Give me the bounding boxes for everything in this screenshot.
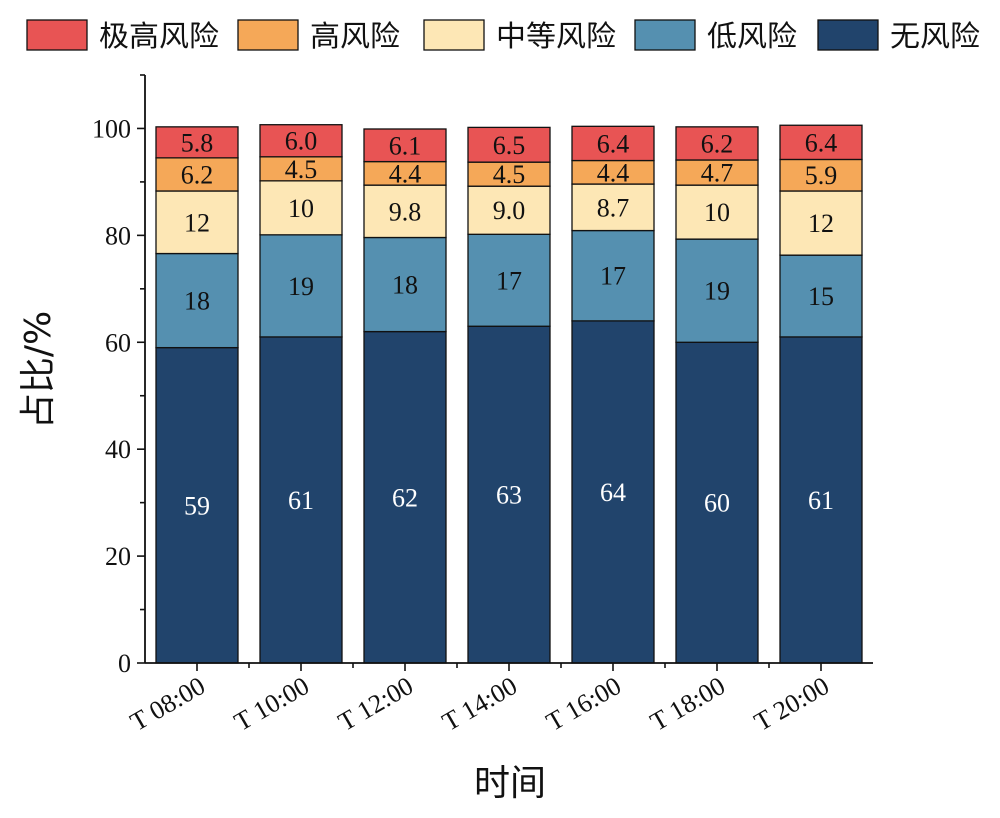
- data-label: 63: [496, 481, 522, 510]
- bar-segment: [467, 233, 551, 327]
- y-tick-label: 40: [105, 435, 131, 464]
- bar-segment: [779, 254, 863, 338]
- data-label: 6.0: [285, 127, 318, 156]
- data-label: 6.4: [805, 128, 838, 157]
- y-axis-title: 占比/%: [18, 311, 59, 429]
- data-label: 60: [704, 489, 730, 518]
- bar-segment: [155, 346, 239, 664]
- data-label: 9.8: [389, 197, 422, 226]
- data-label: 6.2: [181, 160, 214, 189]
- bar-segment: [467, 185, 551, 235]
- data-label: 4.5: [493, 160, 526, 189]
- data-label: 15: [808, 282, 834, 311]
- data-label: 64: [600, 478, 626, 507]
- data-label: 9.0: [493, 196, 526, 225]
- data-label: 4.4: [389, 159, 422, 188]
- data-label: 62: [392, 483, 418, 512]
- legend: 极高风险 高风险 中等风险 低风险 无风险: [26, 19, 980, 53]
- legend-swatch: [423, 19, 485, 51]
- bar-segment: [363, 128, 447, 163]
- x-axis-title: 时间: [474, 763, 546, 804]
- data-label: 61: [808, 486, 834, 515]
- data-label: 8.7: [597, 193, 630, 222]
- legend-swatch: [26, 19, 88, 51]
- legend-swatch: [237, 19, 299, 51]
- y-tick-label: 60: [105, 328, 131, 357]
- bar-segment: [155, 157, 239, 192]
- data-label: 5.9: [805, 161, 838, 190]
- bar-segment: [779, 124, 863, 161]
- x-tick-label: T 10:00: [229, 671, 314, 737]
- x-tick-label: T 20:00: [749, 671, 834, 737]
- bar-segment: [259, 156, 343, 182]
- bar-stack-group: 5918126.25.86119104.56.062189.84.46.1631…: [155, 124, 863, 664]
- data-label: 10: [288, 194, 314, 223]
- bar-segment: [155, 252, 239, 349]
- data-label: 17: [600, 262, 626, 291]
- y-tick-label: 0: [118, 649, 131, 678]
- data-label: 10: [704, 198, 730, 227]
- data-label: 19: [288, 272, 314, 301]
- bar-segment: [259, 234, 343, 338]
- bar-segment: [259, 124, 343, 158]
- bar-segment: [571, 320, 655, 664]
- bar-segment: [675, 126, 759, 161]
- data-label: 4.4: [597, 158, 630, 187]
- bar-segment: [259, 180, 343, 236]
- data-label: 17: [496, 266, 522, 295]
- bar-segment: [467, 325, 551, 664]
- bar-segment: [779, 190, 863, 256]
- data-label: 12: [184, 208, 210, 237]
- data-label: 6.2: [701, 129, 734, 158]
- data-label: 19: [704, 277, 730, 306]
- y-tick-label: 20: [105, 542, 131, 571]
- bar-segment: [259, 336, 343, 664]
- x-tick-label: T 18:00: [645, 671, 730, 737]
- data-label: 6.1: [389, 131, 422, 160]
- y-tick-label: 100: [92, 114, 131, 143]
- bar-segment: [363, 184, 447, 239]
- bar-segment: [467, 161, 551, 187]
- bar-segment: [155, 126, 239, 159]
- legend-label: 无风险: [890, 19, 980, 53]
- bar-segment: [363, 236, 447, 333]
- data-label: 18: [392, 271, 418, 300]
- bar-segment: [363, 330, 447, 664]
- data-label: 4.5: [285, 155, 318, 184]
- legend-label: 极高风险: [99, 19, 219, 53]
- x-tick-label: T 14:00: [437, 671, 522, 737]
- legend-label: 中等风险: [496, 19, 616, 53]
- x-tick-label: T 16:00: [541, 671, 626, 737]
- bar-segment: [467, 126, 551, 163]
- data-label: 12: [808, 209, 834, 238]
- bar-segment: [779, 158, 863, 192]
- x-tick-label: T 12:00: [333, 671, 418, 737]
- data-label: 61: [288, 486, 314, 515]
- legend-label: 高风险: [310, 19, 400, 53]
- bar-segment: [675, 184, 759, 240]
- x-tick-label: T 08:00: [125, 671, 210, 737]
- data-label: 6.5: [493, 131, 526, 160]
- data-label: 6.4: [597, 129, 630, 158]
- data-label: 4.7: [701, 159, 734, 188]
- y-tick-label: 80: [105, 221, 131, 250]
- legend-label: 低风险: [707, 19, 797, 53]
- data-label: 18: [184, 287, 210, 316]
- bar-segment: [675, 238, 759, 343]
- data-label: 59: [184, 491, 210, 520]
- data-label: 5.8: [181, 128, 214, 157]
- legend-swatch: [634, 19, 696, 51]
- bar-segment: [571, 183, 655, 232]
- bar-segment: [571, 125, 655, 162]
- legend-swatch: [817, 19, 879, 51]
